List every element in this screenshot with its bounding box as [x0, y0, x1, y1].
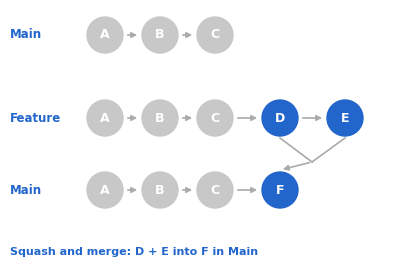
Text: A: A [100, 184, 110, 196]
Circle shape [197, 100, 233, 136]
Text: E: E [341, 112, 349, 124]
Text: Squash and merge: D + E into F in Main: Squash and merge: D + E into F in Main [10, 247, 258, 257]
Text: B: B [155, 28, 165, 42]
Circle shape [142, 172, 178, 208]
Circle shape [87, 172, 123, 208]
Text: B: B [155, 112, 165, 124]
Text: C: C [211, 184, 220, 196]
Circle shape [262, 172, 298, 208]
Circle shape [87, 17, 123, 53]
Text: C: C [211, 28, 220, 42]
Circle shape [197, 172, 233, 208]
Text: A: A [100, 28, 110, 42]
Text: C: C [211, 112, 220, 124]
Circle shape [327, 100, 363, 136]
Text: F: F [276, 184, 284, 196]
Text: Main: Main [10, 184, 42, 196]
Text: Feature: Feature [10, 112, 61, 124]
Text: B: B [155, 184, 165, 196]
Circle shape [142, 17, 178, 53]
Circle shape [197, 17, 233, 53]
Text: A: A [100, 112, 110, 124]
Circle shape [142, 100, 178, 136]
Circle shape [262, 100, 298, 136]
Text: Main: Main [10, 28, 42, 42]
Circle shape [87, 100, 123, 136]
Text: D: D [275, 112, 285, 124]
